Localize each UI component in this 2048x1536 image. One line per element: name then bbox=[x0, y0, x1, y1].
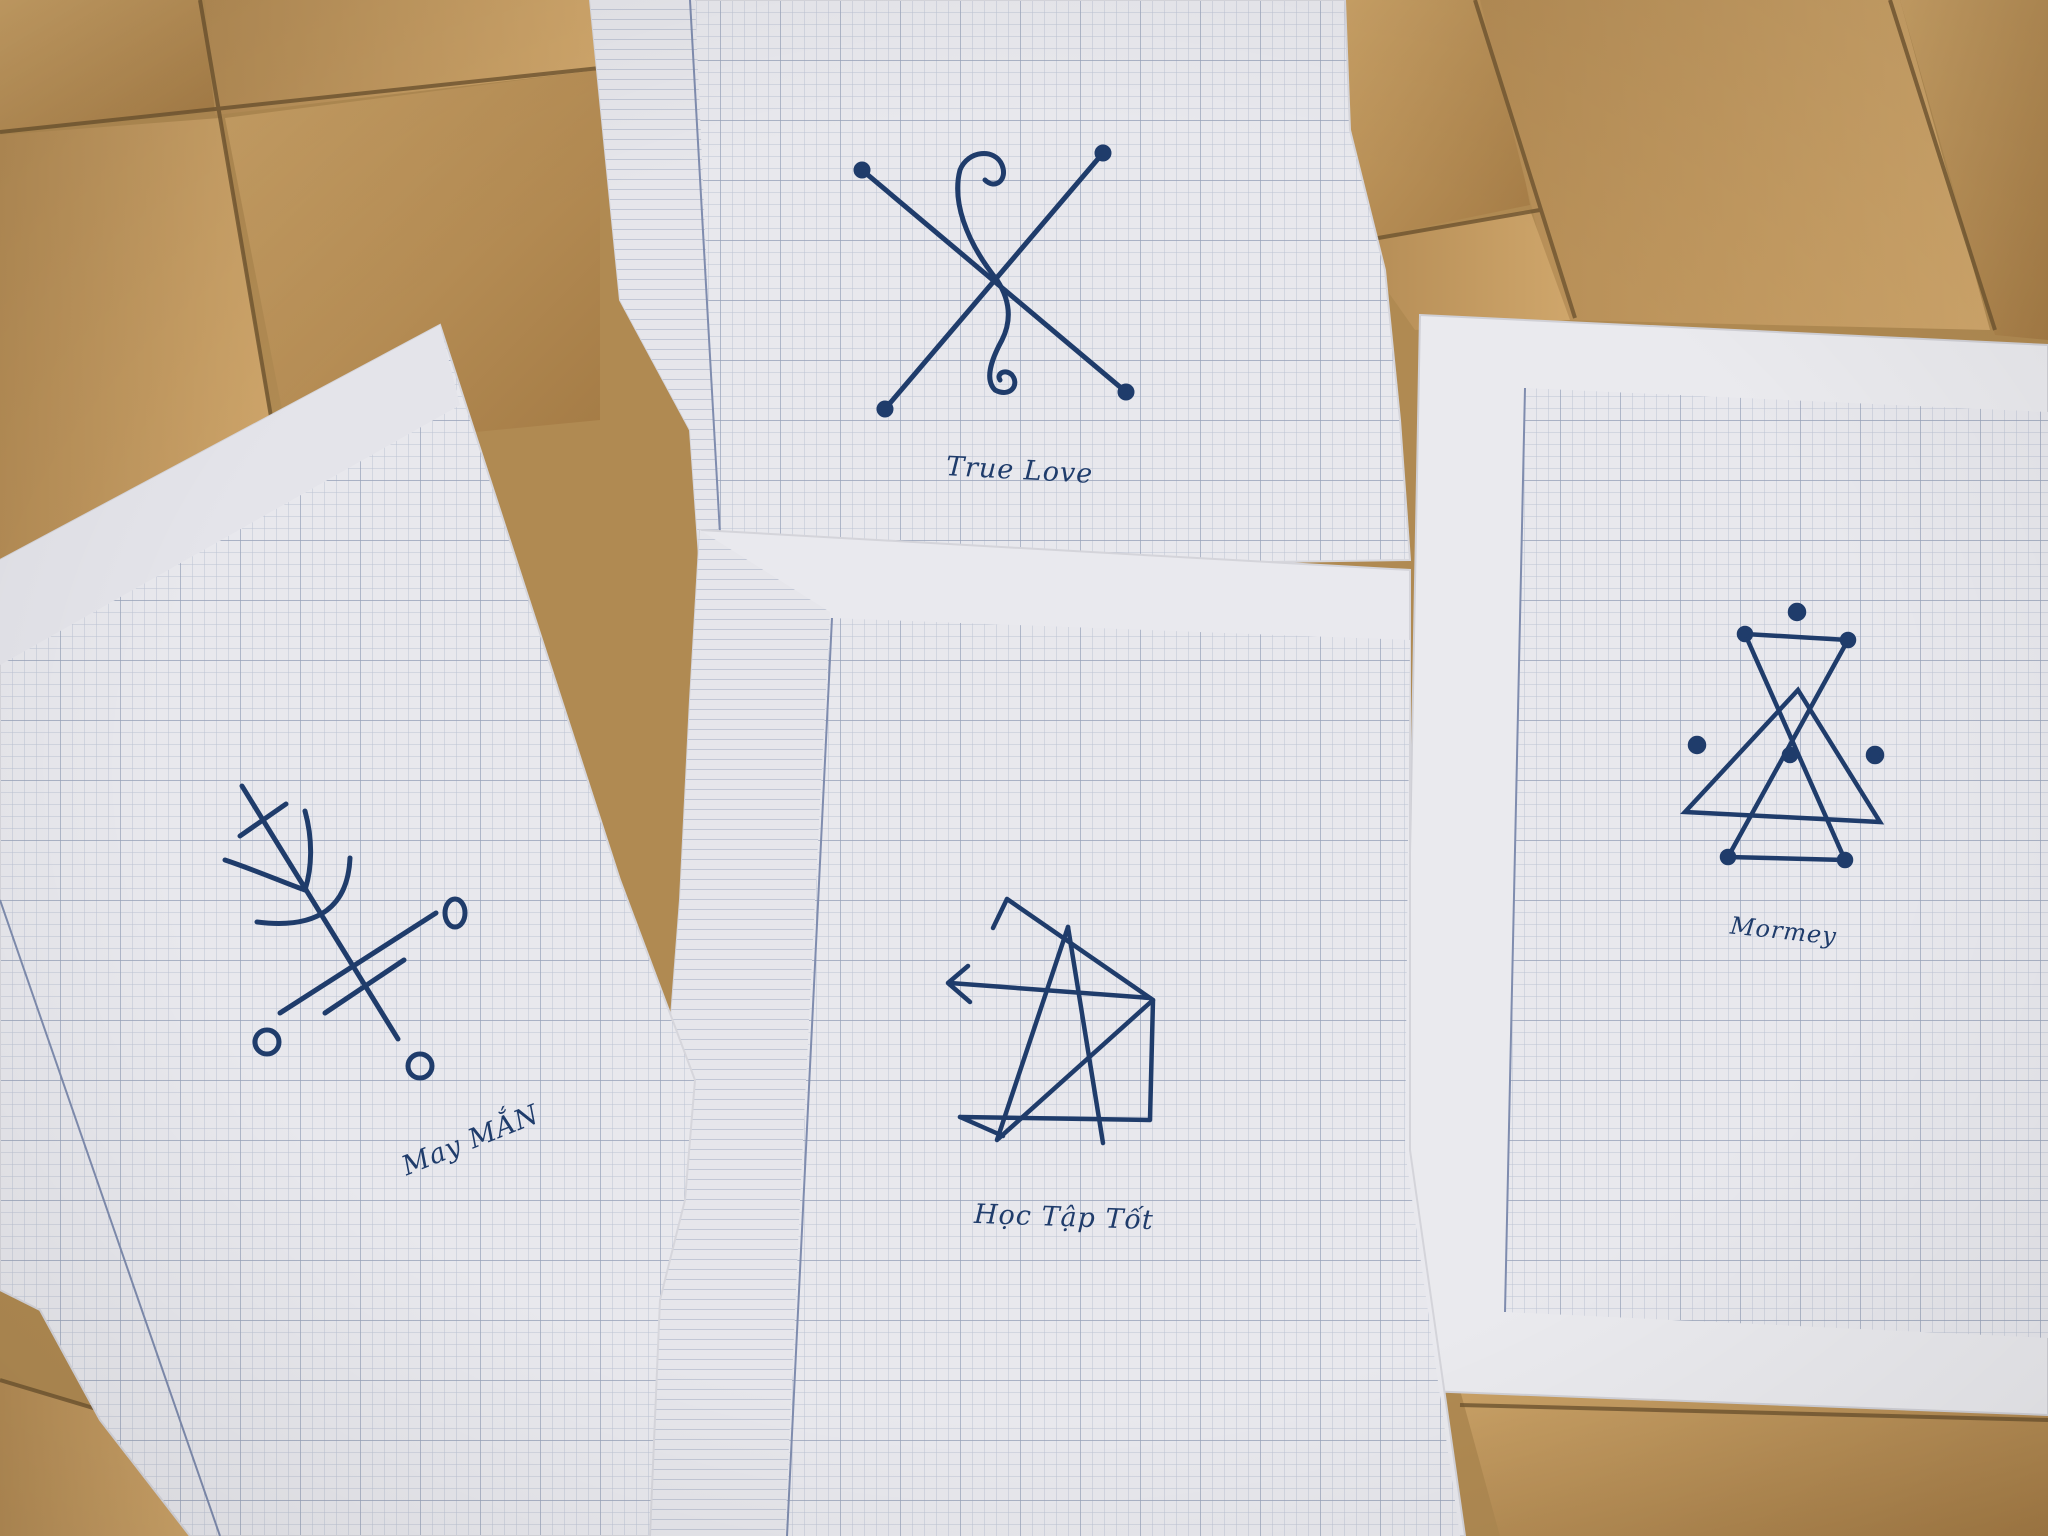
may-man-symbol bbox=[222, 783, 468, 1081]
